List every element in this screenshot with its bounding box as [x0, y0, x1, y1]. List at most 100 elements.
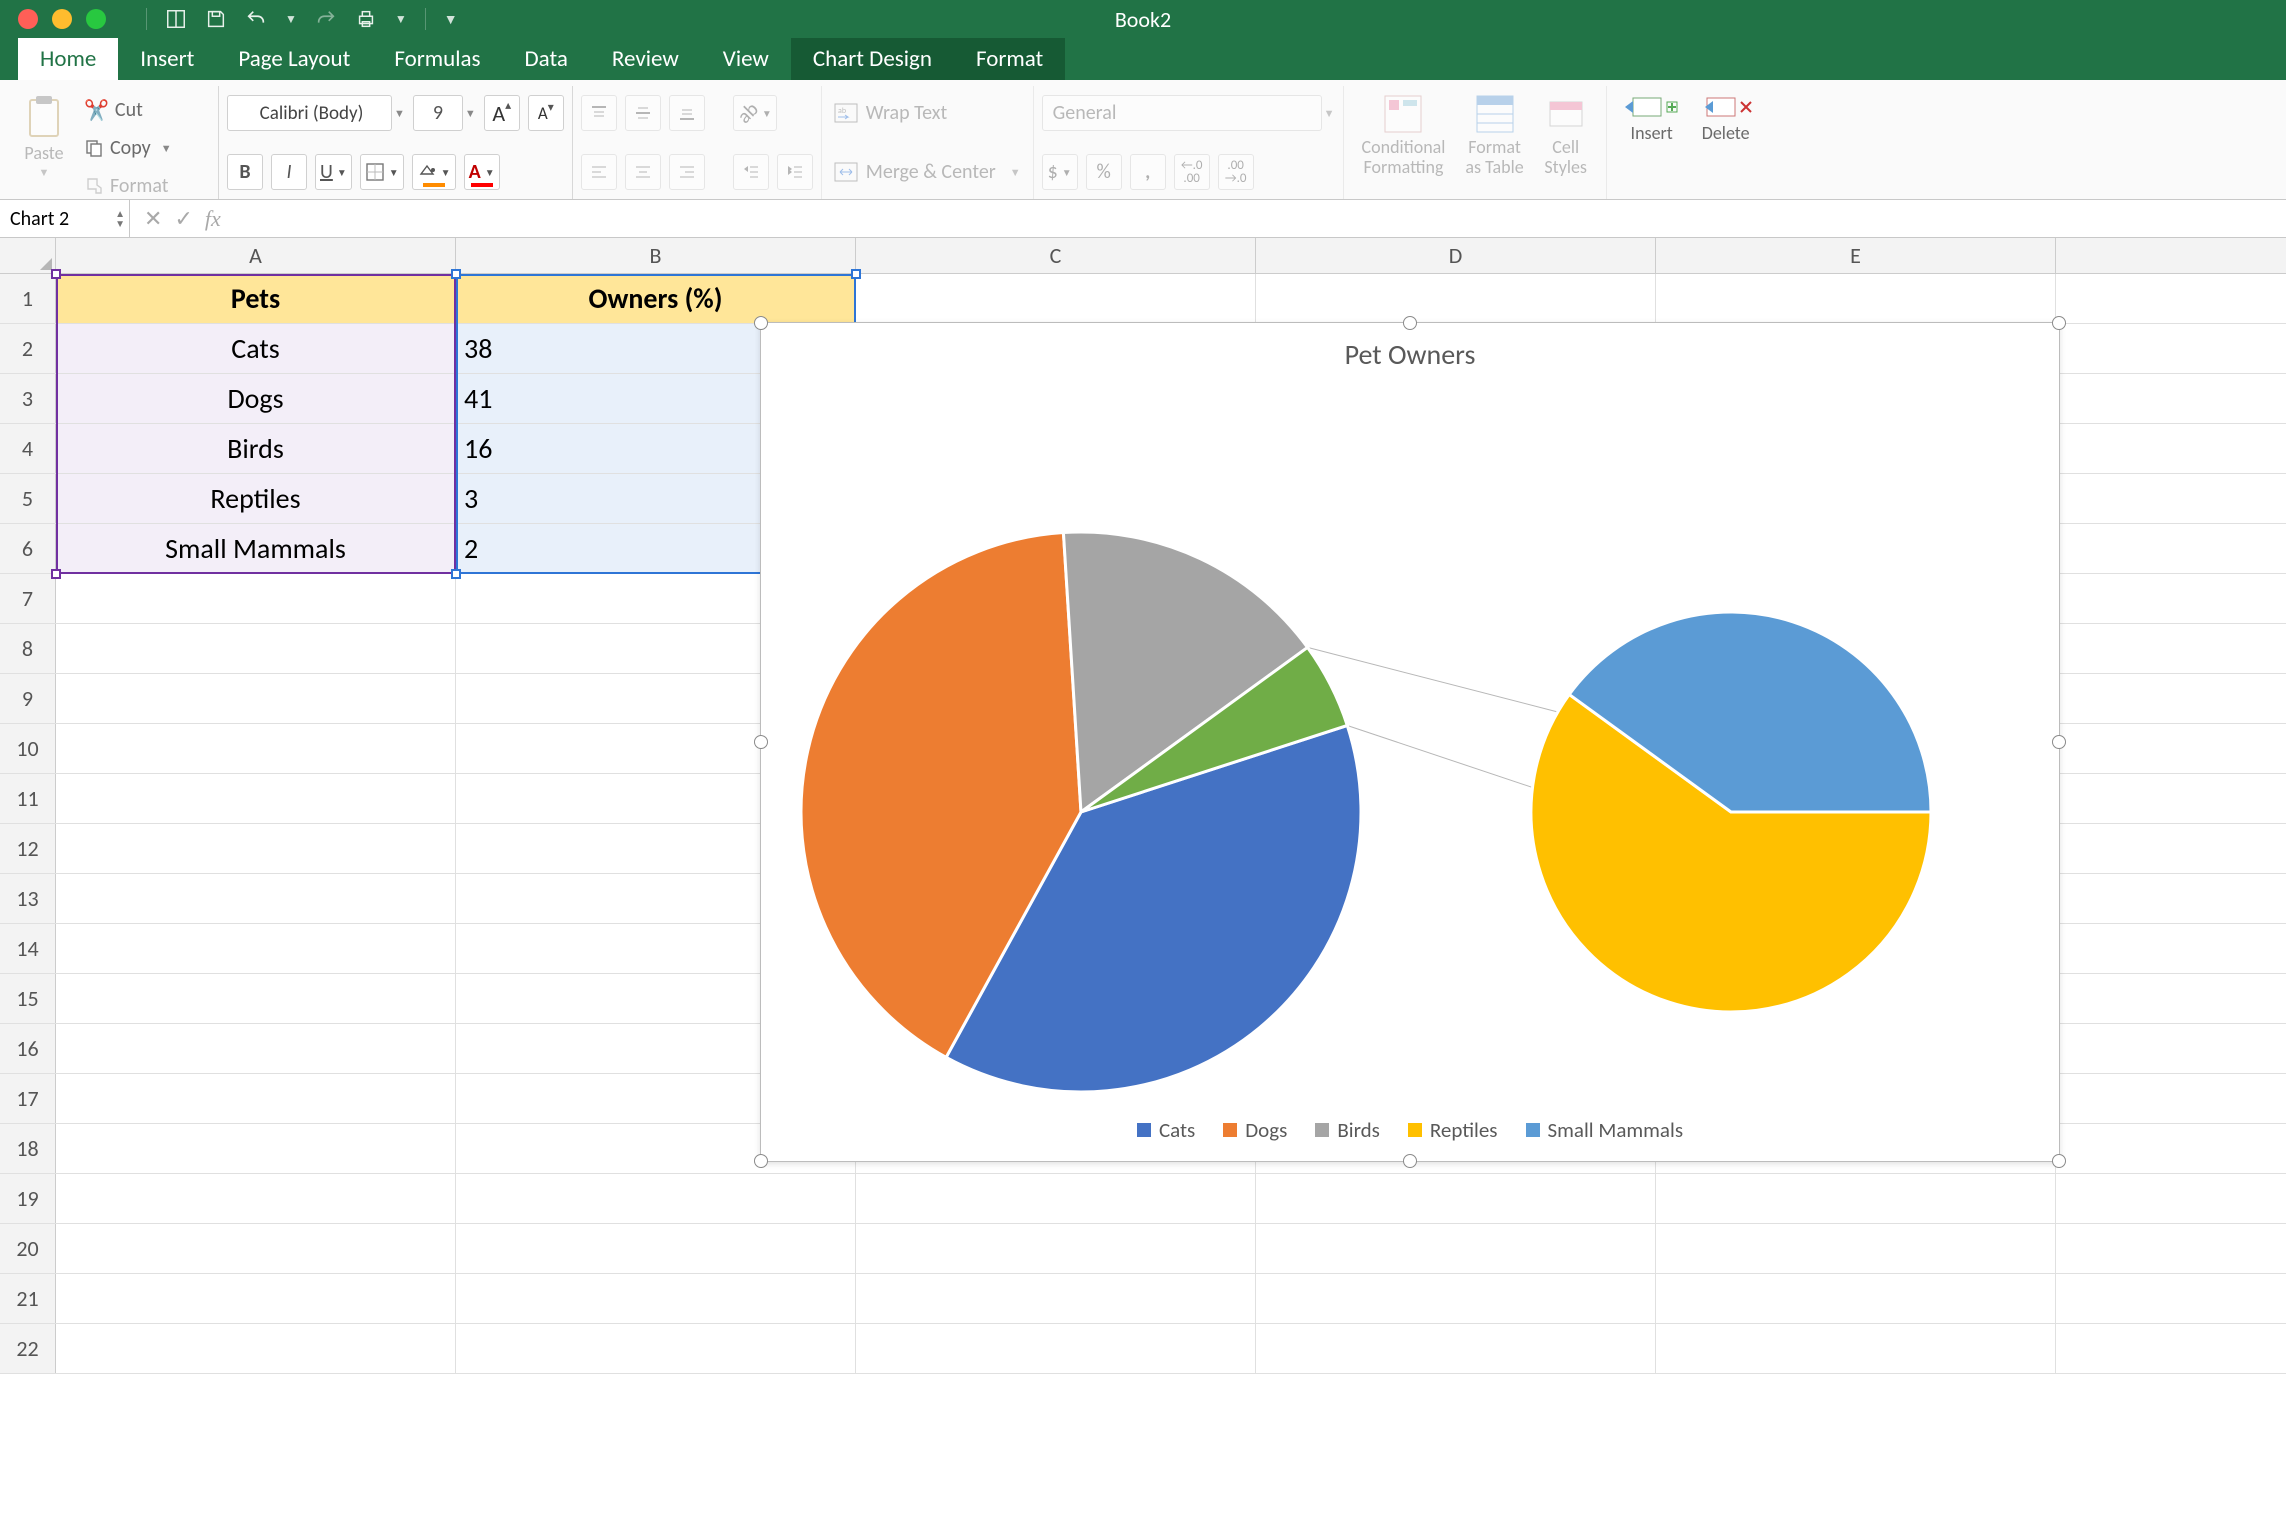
- minimize-window-button[interactable]: [52, 9, 72, 29]
- format-painter-button[interactable]: Format: [80, 168, 210, 204]
- legend-item[interactable]: Small Mammals: [1526, 1117, 1684, 1143]
- cell-styles-button[interactable]: Cell Styles: [1534, 88, 1598, 197]
- row-header-15[interactable]: 15: [0, 974, 56, 1023]
- workbook-icon[interactable]: [165, 8, 187, 30]
- tab-view[interactable]: View: [701, 38, 791, 80]
- undo-dropdown[interactable]: ▼: [285, 12, 297, 27]
- cell-C22[interactable]: [856, 1324, 1256, 1373]
- cell-E22[interactable]: [1656, 1324, 2056, 1373]
- wrap-text-button[interactable]: abWrap Text: [830, 95, 951, 131]
- cell-A12[interactable]: [56, 824, 456, 873]
- fx-icon[interactable]: fx: [205, 206, 221, 232]
- font-size-select[interactable]: 9: [413, 95, 463, 131]
- row-header-1[interactable]: 1: [0, 274, 56, 323]
- save-icon[interactable]: [205, 8, 227, 30]
- cell-B20[interactable]: [456, 1224, 856, 1273]
- cell-A1[interactable]: Pets: [56, 274, 456, 323]
- row-header-3[interactable]: 3: [0, 374, 56, 423]
- cell-B21[interactable]: [456, 1274, 856, 1323]
- qat-customize[interactable]: ▼: [444, 11, 458, 28]
- cell-A21[interactable]: [56, 1274, 456, 1323]
- cell-C20[interactable]: [856, 1224, 1256, 1273]
- format-as-table-button[interactable]: Format as Table: [1455, 88, 1533, 197]
- row-header-5[interactable]: 5: [0, 474, 56, 523]
- increase-indent-button[interactable]: [777, 154, 813, 190]
- cell-A3[interactable]: Dogs: [56, 374, 456, 423]
- cell-A11[interactable]: [56, 774, 456, 823]
- insert-cells-button[interactable]: Insert: [1615, 88, 1689, 197]
- legend-item[interactable]: Dogs: [1223, 1117, 1287, 1143]
- paste-button[interactable]: Paste ▼: [14, 88, 74, 183]
- tab-review[interactable]: Review: [590, 38, 701, 80]
- row-header-16[interactable]: 16: [0, 1024, 56, 1073]
- row-header-19[interactable]: 19: [0, 1174, 56, 1223]
- cell-B19[interactable]: [456, 1174, 856, 1223]
- cell-D20[interactable]: [1256, 1224, 1656, 1273]
- cell-A14[interactable]: [56, 924, 456, 973]
- cell-D22[interactable]: [1256, 1324, 1656, 1373]
- row-header-6[interactable]: 6: [0, 524, 56, 573]
- cell-C1[interactable]: [856, 274, 1256, 323]
- tab-insert[interactable]: Insert: [118, 38, 216, 80]
- grow-font-button[interactable]: A▴: [484, 95, 520, 131]
- border-button[interactable]: ▼: [360, 154, 404, 190]
- col-header-D[interactable]: D: [1256, 238, 1656, 273]
- close-window-button[interactable]: [18, 9, 38, 29]
- align-center-button[interactable]: [625, 154, 661, 190]
- row-header-7[interactable]: 7: [0, 574, 56, 623]
- cell-D21[interactable]: [1256, 1274, 1656, 1323]
- cell-E20[interactable]: [1656, 1224, 2056, 1273]
- row-header-22[interactable]: 22: [0, 1324, 56, 1373]
- percent-button[interactable]: %: [1086, 154, 1122, 190]
- row-header-4[interactable]: 4: [0, 424, 56, 473]
- increase-decimal-button[interactable]: ←.0.00: [1174, 154, 1210, 190]
- row-header-20[interactable]: 20: [0, 1224, 56, 1273]
- bold-button[interactable]: B: [227, 154, 263, 190]
- print-icon[interactable]: [355, 8, 377, 30]
- col-header-B[interactable]: B: [456, 238, 856, 273]
- legend-item[interactable]: Cats: [1137, 1117, 1195, 1143]
- col-header-A[interactable]: A: [56, 238, 456, 273]
- cell-A4[interactable]: Birds: [56, 424, 456, 473]
- tab-home[interactable]: Home: [18, 38, 118, 80]
- namebox-down[interactable]: ▼: [115, 219, 125, 229]
- cell-E1[interactable]: [1656, 274, 2056, 323]
- cell-A22[interactable]: [56, 1324, 456, 1373]
- spreadsheet-grid[interactable]: A B C D E 1PetsOwners (%)2Cats383Dogs414…: [0, 238, 2286, 1374]
- cell-A17[interactable]: [56, 1074, 456, 1123]
- col-header-E[interactable]: E: [1656, 238, 2056, 273]
- cell-A15[interactable]: [56, 974, 456, 1023]
- align-right-button[interactable]: [669, 154, 705, 190]
- decrease-decimal-button[interactable]: .00→.0: [1218, 154, 1254, 190]
- row-header-10[interactable]: 10: [0, 724, 56, 773]
- col-header-C[interactable]: C: [856, 238, 1256, 273]
- cancel-formula-icon[interactable]: ✕: [144, 205, 162, 232]
- tab-data[interactable]: Data: [503, 38, 590, 80]
- copy-button[interactable]: Copy▼: [80, 130, 210, 166]
- align-left-button[interactable]: [581, 154, 617, 190]
- cell-D1[interactable]: [1256, 274, 1656, 323]
- fill-color-button[interactable]: ▼: [412, 154, 456, 190]
- currency-button[interactable]: $▼: [1042, 154, 1078, 190]
- align-middle-button[interactable]: [625, 95, 661, 131]
- row-header-17[interactable]: 17: [0, 1074, 56, 1123]
- conditional-formatting-button[interactable]: Conditional Formatting: [1352, 88, 1456, 197]
- maximize-window-button[interactable]: [86, 9, 106, 29]
- cell-B1[interactable]: Owners (%): [456, 274, 856, 323]
- cell-A7[interactable]: [56, 574, 456, 623]
- row-header-12[interactable]: 12: [0, 824, 56, 873]
- cell-C21[interactable]: [856, 1274, 1256, 1323]
- name-box[interactable]: Chart 2 ▲▼: [0, 200, 130, 237]
- cell-A9[interactable]: [56, 674, 456, 723]
- row-header-8[interactable]: 8: [0, 624, 56, 673]
- decrease-indent-button[interactable]: [733, 154, 769, 190]
- row-header-11[interactable]: 11: [0, 774, 56, 823]
- chart-legend[interactable]: CatsDogsBirdsReptilesSmall Mammals: [761, 1117, 2059, 1143]
- comma-button[interactable]: ,: [1130, 154, 1166, 190]
- formula-input[interactable]: [235, 200, 2286, 237]
- print-dropdown[interactable]: ▼: [395, 12, 407, 27]
- cell-A6[interactable]: Small Mammals: [56, 524, 456, 573]
- row-header-14[interactable]: 14: [0, 924, 56, 973]
- chart-object[interactable]: Pet Owners CatsDogsBirdsReptilesSmall Ma…: [760, 322, 2060, 1162]
- cell-A20[interactable]: [56, 1224, 456, 1273]
